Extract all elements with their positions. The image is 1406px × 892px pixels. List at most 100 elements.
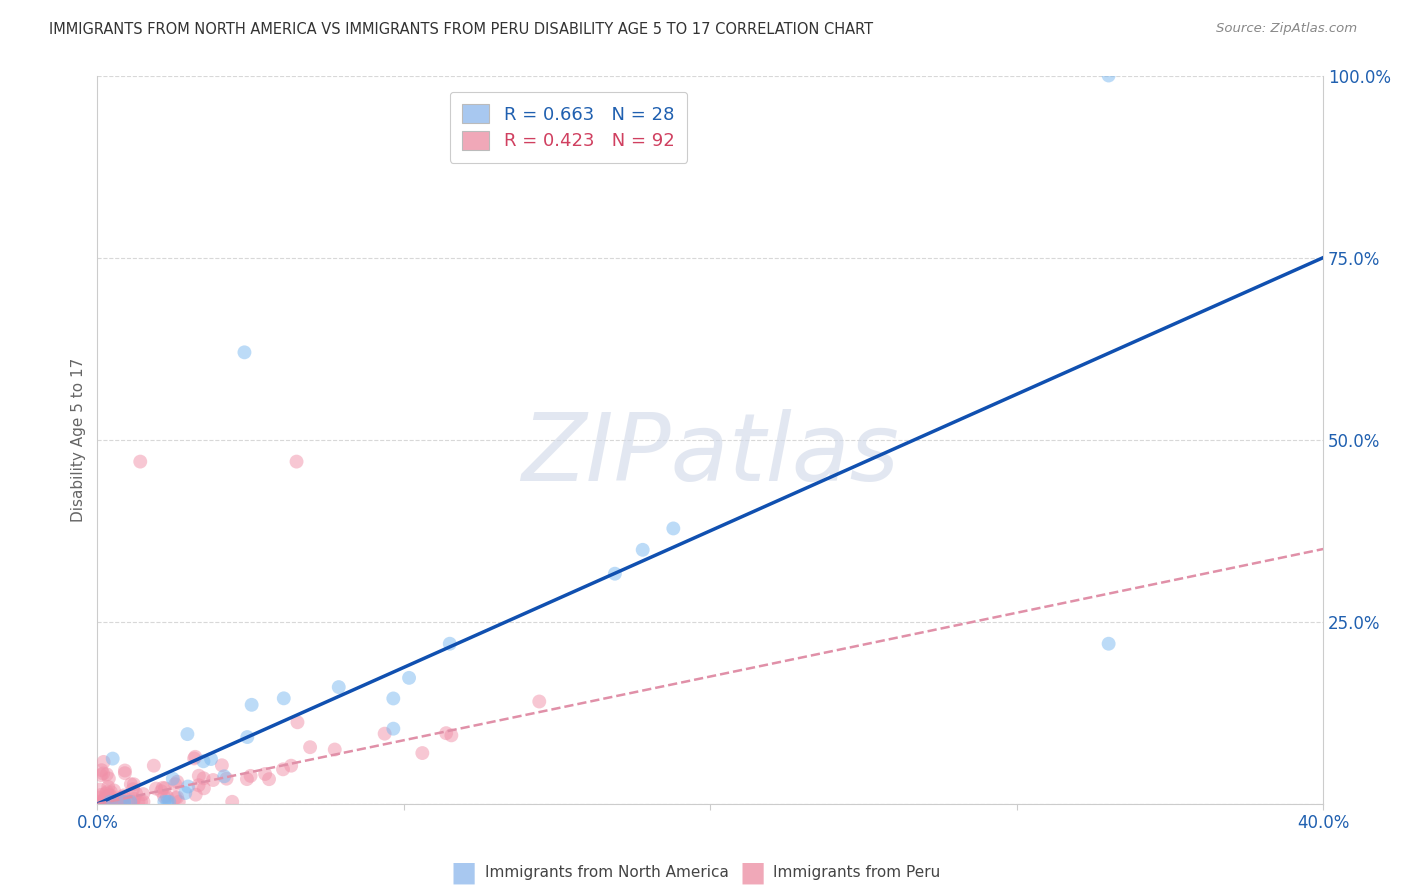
Point: [90, 788, 112, 802]
Point: [93, 755, 115, 769]
Point: [166, 790, 188, 805]
Point: [96, 795, 118, 809]
Point: [236, 730, 259, 744]
Point: [439, 637, 461, 651]
Point: [193, 772, 215, 786]
Point: [411, 746, 433, 760]
Point: [299, 740, 322, 755]
Point: [129, 454, 152, 468]
Point: [120, 777, 142, 791]
Text: ■: ■: [740, 858, 765, 887]
Point: [114, 766, 136, 780]
Point: [153, 789, 176, 804]
Point: [328, 680, 350, 694]
Point: [108, 795, 131, 809]
Point: [132, 787, 155, 801]
Point: [177, 780, 200, 794]
Point: [91, 766, 114, 780]
Point: [112, 789, 135, 803]
Point: [97, 790, 120, 805]
Point: [156, 795, 179, 809]
Point: [124, 792, 146, 806]
Point: [211, 758, 233, 772]
Point: [98, 789, 121, 803]
Point: [103, 783, 125, 797]
Point: [162, 772, 184, 786]
Point: [132, 795, 155, 809]
Point: [382, 691, 405, 706]
Point: [122, 782, 145, 797]
Point: [323, 742, 346, 756]
Point: [233, 345, 256, 359]
Point: [97, 780, 120, 794]
Point: [96, 785, 118, 799]
Point: [240, 698, 263, 712]
Point: [662, 521, 685, 535]
Point: [93, 795, 115, 809]
Point: [529, 694, 551, 708]
Point: [202, 772, 225, 787]
Point: [184, 749, 207, 764]
Point: [89, 782, 111, 797]
Point: [91, 795, 114, 809]
Point: [200, 752, 222, 766]
Point: [374, 727, 396, 741]
Point: [174, 786, 197, 800]
Point: [215, 772, 238, 786]
Point: [285, 454, 308, 468]
Point: [150, 784, 173, 798]
Point: [111, 795, 134, 809]
Point: [273, 691, 295, 706]
Point: [90, 763, 112, 777]
Point: [176, 727, 198, 741]
Point: [105, 795, 128, 809]
Point: [101, 751, 124, 765]
Point: [167, 795, 190, 809]
Point: [156, 789, 179, 804]
Text: Source: ZipAtlas.com: Source: ZipAtlas.com: [1216, 22, 1357, 36]
Point: [183, 751, 205, 765]
Text: ■: ■: [451, 858, 477, 887]
Text: Immigrants from North America: Immigrants from North America: [485, 865, 728, 880]
Point: [153, 781, 176, 796]
Point: [152, 780, 174, 795]
Point: [166, 774, 188, 789]
Point: [114, 764, 136, 778]
Point: [1097, 637, 1119, 651]
Point: [145, 781, 167, 796]
Point: [187, 769, 209, 783]
Point: [98, 795, 121, 809]
Point: [193, 781, 215, 796]
Point: [382, 722, 405, 736]
Point: [96, 795, 118, 809]
Point: [111, 790, 134, 805]
Point: [96, 792, 118, 806]
Point: [239, 769, 262, 783]
Point: [434, 726, 457, 740]
Point: [112, 795, 135, 809]
Point: [104, 795, 127, 809]
Point: [87, 790, 110, 805]
Point: [112, 795, 135, 809]
Text: IMMIGRANTS FROM NORTH AMERICA VS IMMIGRANTS FROM PERU DISABILITY AGE 5 TO 17 COR: IMMIGRANTS FROM NORTH AMERICA VS IMMIGRA…: [49, 22, 873, 37]
Point: [129, 795, 152, 809]
Point: [603, 566, 626, 581]
Point: [100, 789, 122, 803]
Point: [165, 790, 187, 805]
Point: [122, 795, 145, 809]
Point: [91, 793, 114, 807]
Point: [193, 754, 215, 768]
Point: [89, 795, 111, 809]
Point: [90, 768, 112, 782]
Point: [96, 767, 118, 781]
Point: [184, 788, 207, 802]
Point: [287, 715, 309, 730]
Point: [96, 789, 118, 804]
Point: [398, 671, 420, 685]
Point: [631, 542, 654, 557]
Point: [280, 758, 302, 772]
Point: [117, 795, 139, 809]
Point: [257, 772, 280, 787]
Point: [440, 728, 463, 742]
Point: [157, 795, 180, 809]
